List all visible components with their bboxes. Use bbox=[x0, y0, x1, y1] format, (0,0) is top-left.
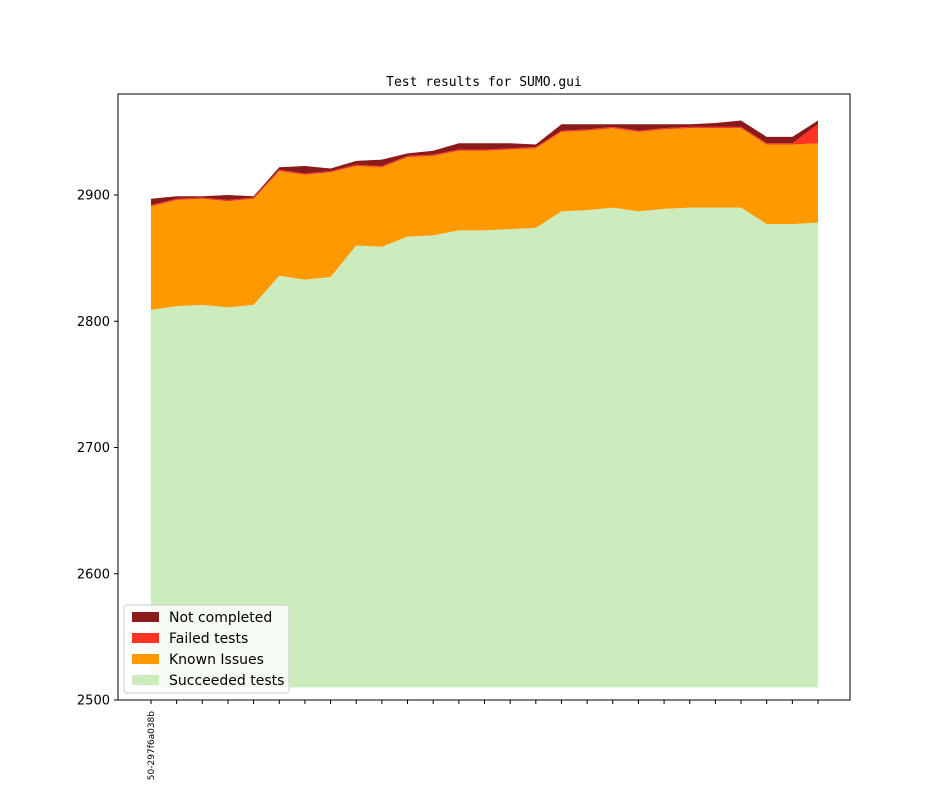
area-not-completed bbox=[151, 120, 818, 206]
area-succeeded-tests bbox=[151, 207, 818, 688]
y-tick-label: 2600 bbox=[77, 567, 110, 582]
legend-swatch-succeeded-tests bbox=[132, 675, 159, 685]
area-series-group bbox=[151, 120, 818, 688]
legend-swatch-not-completed bbox=[132, 612, 159, 622]
legend-label-succeeded-tests: Succeeded tests bbox=[169, 673, 284, 689]
legend: Not completed Failed tests Known Issues Suc… bbox=[123, 604, 290, 694]
y-tick-label: 2500 bbox=[77, 694, 110, 709]
legend-swatch-known-issues bbox=[132, 654, 159, 664]
x-axis: 50-297f6a038b bbox=[147, 700, 819, 780]
x-tick-label: 50-297f6a038b bbox=[147, 711, 157, 780]
legend-box bbox=[123, 604, 290, 694]
area-known-issues bbox=[151, 128, 818, 310]
y-tick-label: 2700 bbox=[77, 441, 110, 456]
legend-label-failed-tests: Failed tests bbox=[169, 631, 248, 647]
y-tick-label: 2900 bbox=[77, 189, 110, 204]
y-axis: 2500 2600 2700 2800 2900 bbox=[77, 189, 118, 709]
chart-title: Test results for SUMO.gui bbox=[386, 75, 582, 90]
legend-swatch-failed-tests bbox=[132, 633, 159, 643]
legend-label-not-completed: Not completed bbox=[169, 610, 272, 626]
y-tick-label: 2800 bbox=[77, 315, 110, 330]
legend-label-known-issues: Known Issues bbox=[169, 652, 264, 668]
